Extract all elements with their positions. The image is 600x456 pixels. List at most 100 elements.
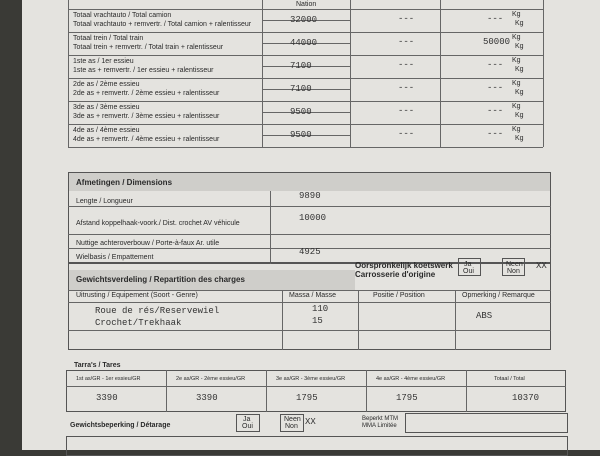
cell: Roue de rés/Reservewiel xyxy=(95,306,220,316)
row-label: Totaal trein / Total train xyxy=(73,35,144,42)
column-header: Uitrusting / Equipement (Soort - Genre) xyxy=(76,292,198,299)
rule xyxy=(262,20,350,21)
input-box xyxy=(66,436,568,456)
value: 3390 xyxy=(96,393,118,403)
unit: Kg xyxy=(512,57,521,64)
dimensions-box xyxy=(68,172,551,264)
column-header: Nation xyxy=(296,1,317,8)
rule xyxy=(68,330,551,331)
rule xyxy=(68,78,543,79)
value: 1795 xyxy=(296,393,318,403)
unit: Kg xyxy=(515,112,524,119)
option: Oui xyxy=(242,423,253,430)
rule xyxy=(68,9,543,10)
checkbox xyxy=(502,258,525,276)
unit: Kg xyxy=(515,135,524,142)
section-title: Gewichtsverdeling / Repartition des char… xyxy=(76,275,245,284)
cell: 15 xyxy=(312,316,323,326)
title-band xyxy=(69,173,550,191)
column-header: Massa / Masse xyxy=(289,292,337,299)
value: --- xyxy=(398,60,415,70)
row-label: 3de as + remvertr. / 3ème essieu + ralen… xyxy=(73,113,220,120)
rule xyxy=(262,43,350,44)
row-label: 2de as + remvertr. / 2ème essieu + ralen… xyxy=(73,90,220,97)
rule xyxy=(68,0,69,147)
row-label: 3de as / 3ème essieu xyxy=(73,104,140,111)
column-header: Positie / Position xyxy=(373,292,425,299)
label: Carrosserie d'origine xyxy=(355,270,436,279)
column-header: 2e as/GR - 2ème essieu/GR xyxy=(176,376,246,382)
option: Neen xyxy=(506,261,523,268)
label: MMA Limitée xyxy=(362,423,397,429)
row-label: 4de as / 4ème essieu xyxy=(73,127,140,134)
rule xyxy=(266,370,267,412)
column-header: 3e as/GR - 3ème essieu/GR xyxy=(276,376,346,382)
value: 44000 xyxy=(290,38,318,48)
row-label: Totaal trein + remvertr. / Total train +… xyxy=(73,44,224,51)
section-title: Gewichtsbeperking / Détarage xyxy=(70,422,171,429)
form-sheet: Nation Totaal vrachtauto / Total camion To… xyxy=(22,0,600,456)
value: 9890 xyxy=(299,191,321,201)
value: --- xyxy=(487,60,504,70)
rule xyxy=(68,302,551,303)
input-box xyxy=(405,413,568,433)
rule xyxy=(262,89,350,90)
rule xyxy=(358,290,359,350)
rule xyxy=(68,234,551,235)
unit: Kg xyxy=(515,89,524,96)
mark: XX xyxy=(536,261,547,271)
row-label: 4de as + remvertr. / 4ème essieu + ralen… xyxy=(73,136,220,143)
checkbox xyxy=(280,414,304,432)
value: --- xyxy=(487,83,504,93)
unit: Kg xyxy=(515,43,524,50)
column-header: Opmerking / Remarque xyxy=(462,292,535,299)
value: --- xyxy=(487,106,504,116)
value: --- xyxy=(487,129,504,139)
value: 7100 xyxy=(290,84,312,94)
row-label: Afstand koppelhaak-voork./ Dist. crochet… xyxy=(76,220,240,227)
row-label: Totaal vrachtauto + remvertr. / Total ca… xyxy=(73,21,252,28)
value: --- xyxy=(487,14,504,24)
rule xyxy=(262,0,263,147)
unit: Kg xyxy=(515,66,524,73)
rule xyxy=(543,0,544,147)
cell: 110 xyxy=(312,304,329,314)
value: 10370 xyxy=(512,393,540,403)
rule xyxy=(68,290,551,291)
value: --- xyxy=(398,106,415,116)
rule xyxy=(68,147,543,148)
row-label: Nuttige achteroverbouw / Porte-à-faux Ar… xyxy=(76,240,220,247)
value: 50000 xyxy=(483,37,511,47)
value: 9500 xyxy=(290,107,312,117)
value: --- xyxy=(398,83,415,93)
section-title: Afmetingen / Dimensions xyxy=(76,178,173,187)
section-title: Tarra's / Tares xyxy=(74,362,121,369)
unit: Kg xyxy=(512,126,521,133)
value: --- xyxy=(398,129,415,139)
weights-box xyxy=(68,262,551,350)
row-label: 1ste as + remvertr. / 1er essieu + ralen… xyxy=(73,67,214,74)
rule xyxy=(66,386,566,387)
row-label: Lengte / Longueur xyxy=(76,198,133,205)
unit: Kg xyxy=(512,103,521,110)
option: Ja xyxy=(243,416,251,423)
rule xyxy=(68,101,543,102)
value: 3390 xyxy=(196,393,218,403)
unit: Kg xyxy=(512,34,521,41)
rule xyxy=(350,0,351,147)
rule xyxy=(366,370,367,412)
unit: Kg xyxy=(512,80,521,87)
rule xyxy=(262,135,350,136)
unit: Kg xyxy=(512,11,521,18)
value: --- xyxy=(398,14,415,24)
rule xyxy=(166,370,167,412)
rule xyxy=(68,32,543,33)
rule xyxy=(466,370,467,412)
mark: XX xyxy=(305,417,316,427)
rule xyxy=(270,191,271,264)
option: Ja xyxy=(464,261,472,268)
cell: Crochet/Trekhaak xyxy=(95,318,182,328)
rule xyxy=(68,55,543,56)
option: Oui xyxy=(463,268,474,275)
